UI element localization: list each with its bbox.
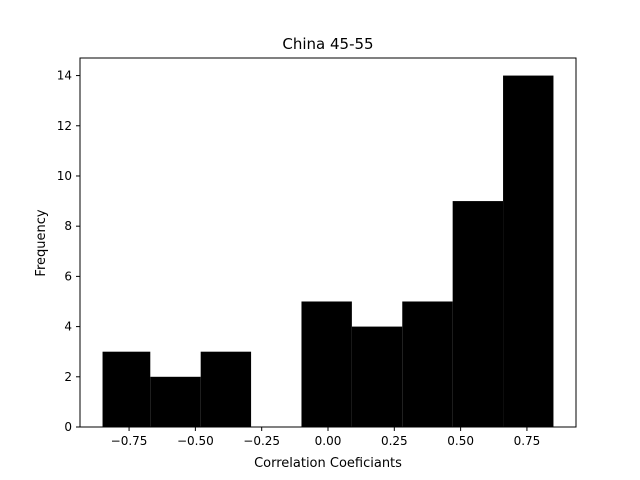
y-tick-label: 6 xyxy=(64,269,72,283)
chart-title: China 45-55 xyxy=(282,35,373,53)
y-tick-label: 2 xyxy=(64,370,72,384)
y-tick-label: 12 xyxy=(57,119,72,133)
x-tick-label: −0.25 xyxy=(243,434,280,448)
x-tick-label: 0.50 xyxy=(447,434,474,448)
y-axis-ticks: 0 2 4 6 8 10 12 14 xyxy=(57,69,80,434)
y-tick-label: 10 xyxy=(57,169,72,183)
x-tick-label: 0.25 xyxy=(381,434,408,448)
x-tick-label: −0.50 xyxy=(177,434,214,448)
bars-group xyxy=(102,75,554,428)
histogram-bar-5 xyxy=(301,301,352,427)
x-axis-label: Correlation Coeficiants xyxy=(254,456,402,471)
y-tick-label: 14 xyxy=(57,69,72,83)
histogram-bar-7 xyxy=(402,301,453,427)
histogram-bar-2 xyxy=(150,376,201,427)
y-tick-label: 8 xyxy=(64,219,72,233)
histogram-bar-8 xyxy=(452,201,504,427)
histogram-bar-3 xyxy=(200,351,252,427)
y-tick-label: 4 xyxy=(64,320,72,334)
histogram-bar-6 xyxy=(351,326,403,427)
x-tick-label: −0.75 xyxy=(111,434,148,448)
x-tick-label: 0.00 xyxy=(315,434,342,448)
x-tick-label: 0.75 xyxy=(514,434,541,448)
y-tick-label: 0 xyxy=(64,420,72,434)
y-axis-label: Frequency xyxy=(34,209,49,276)
axes-frame xyxy=(79,57,577,428)
histogram-bar-1 xyxy=(102,351,151,427)
x-axis-ticks: −0.75 −0.50 −0.25 0.00 0.25 0.50 0.75 xyxy=(111,427,541,448)
histogram-bar-9 xyxy=(503,75,554,428)
